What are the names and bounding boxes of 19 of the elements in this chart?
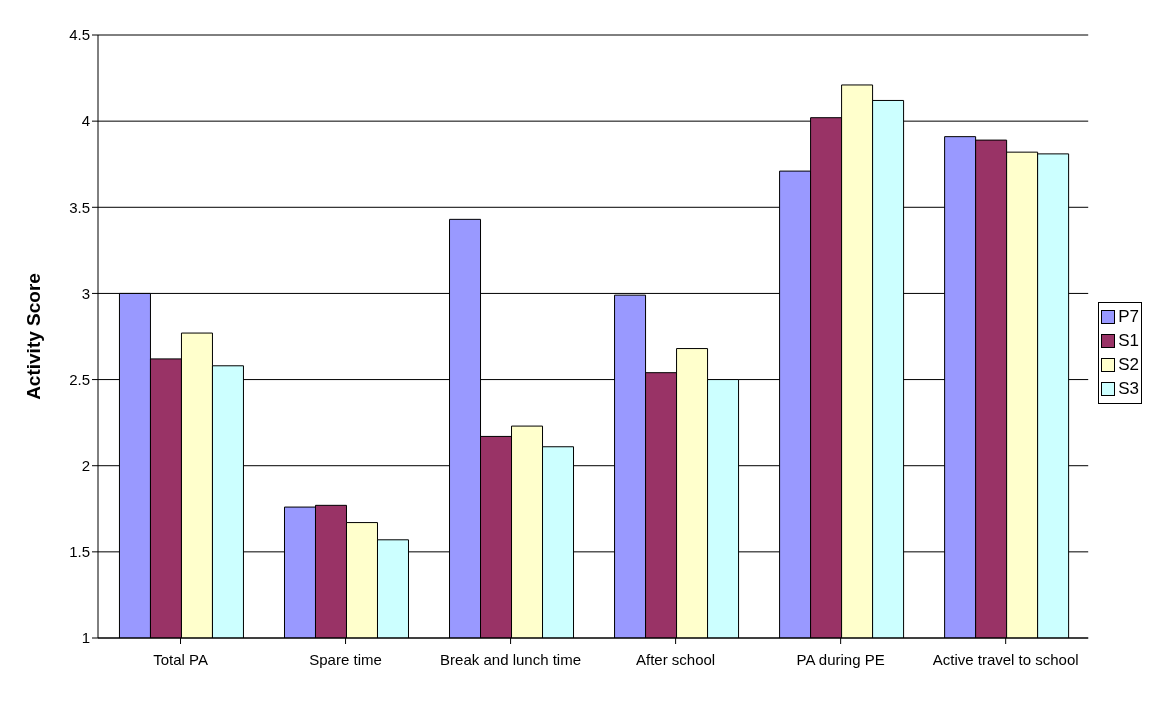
- legend-label: S1: [1118, 331, 1139, 351]
- legend-label: P7: [1118, 307, 1139, 327]
- x-tick-label: Spare time: [309, 650, 382, 668]
- y-tick-label: 2.5: [69, 370, 90, 388]
- y-tick-label: 1.5: [69, 543, 90, 561]
- legend-label: S2: [1118, 355, 1139, 375]
- y-tick-label: 4.5: [69, 26, 90, 44]
- y-tick-label: 3.5: [69, 198, 90, 216]
- y-tick-label: 3: [81, 284, 90, 302]
- legend-label: S3: [1118, 379, 1139, 399]
- x-tick-label: Break and lunch time: [440, 650, 582, 668]
- x-tick-label: Active travel to school: [932, 650, 1079, 668]
- y-axis-title: Activity Score: [22, 273, 44, 400]
- x-tick-label: After school: [636, 650, 716, 668]
- x-tick-label: Total PA: [153, 650, 208, 668]
- y-tick-label: 4: [81, 112, 90, 130]
- y-tick-label: 1: [81, 629, 90, 647]
- y-tick-label: 2: [81, 457, 90, 475]
- x-tick-label: PA during PE: [796, 650, 885, 668]
